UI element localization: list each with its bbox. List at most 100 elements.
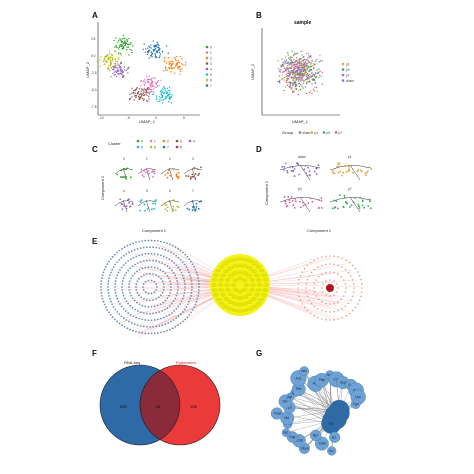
a-point [117, 69, 119, 71]
a-point [168, 66, 170, 69]
a-point [113, 65, 116, 67]
b-point [295, 73, 297, 76]
b-point [304, 58, 306, 61]
a-point [173, 72, 176, 74]
e-left-node [174, 246, 177, 249]
b-point [298, 76, 300, 78]
e-left-node [197, 294, 199, 297]
d-point [343, 194, 346, 197]
e-left-node [147, 292, 150, 295]
e-left-node [107, 289, 110, 291]
e-left-node [149, 326, 151, 328]
e-right-node [337, 318, 340, 320]
b-point [287, 81, 289, 84]
c-point [193, 167, 196, 169]
a-legend-label: 4 [210, 68, 212, 72]
c-point [172, 205, 175, 208]
a-legend-label: 5 [210, 73, 212, 77]
e-left-node [177, 315, 180, 318]
e-left-node [183, 292, 186, 294]
e-left-node [125, 253, 128, 255]
e-right-node [340, 298, 343, 301]
e-left-node [121, 289, 124, 291]
b-point [281, 78, 283, 80]
b-point [311, 73, 313, 75]
c-point [153, 172, 156, 175]
cluster-legend-label: 5 [141, 145, 143, 149]
b-point [279, 79, 281, 82]
e-left-node [161, 280, 164, 283]
a-point [150, 91, 152, 93]
e-right-node [351, 278, 354, 281]
d-point [339, 170, 342, 173]
e-right-node [310, 302, 313, 305]
d-point [318, 199, 321, 202]
c-point [175, 174, 178, 177]
a-point [137, 92, 139, 95]
e-mid-node [262, 288, 269, 292]
a-point [168, 62, 171, 65]
e-left-node [144, 253, 147, 255]
e-left-node [107, 283, 110, 285]
b-point [294, 53, 296, 56]
b-point [307, 77, 310, 79]
e-left-node [102, 300, 105, 303]
e-right-node [337, 256, 340, 258]
e-mid-node [247, 259, 253, 263]
a-point [124, 42, 126, 45]
a-point [182, 64, 184, 66]
a-point [167, 94, 169, 97]
d-point [291, 199, 294, 202]
b-point [307, 53, 309, 55]
e-left-node [114, 292, 117, 294]
b-point [297, 69, 300, 71]
a-point [161, 50, 164, 53]
venn-left-count: 652 [120, 404, 127, 409]
b-point [288, 75, 290, 77]
b-point [287, 51, 289, 54]
e-mid-node [217, 283, 224, 287]
b-point [305, 92, 307, 94]
e-left-node [153, 280, 156, 283]
b-point [299, 84, 302, 86]
e-left-node [114, 286, 116, 288]
e-left-node [159, 303, 162, 306]
a-point [135, 87, 138, 90]
e-left-node [170, 251, 172, 254]
group-legend-swatch [334, 131, 338, 134]
a-point [161, 99, 163, 102]
e-left-node [122, 317, 125, 320]
a-point [146, 50, 149, 53]
e-left-node [141, 318, 144, 321]
a-point [165, 45, 168, 47]
e-mid-node [232, 271, 238, 275]
e-mid-node [237, 309, 243, 313]
e-right-node [347, 271, 350, 274]
d-point [303, 168, 306, 171]
e-left-node [170, 286, 172, 288]
e-right-node [348, 312, 351, 315]
e-left-node [128, 283, 131, 285]
a-point [134, 92, 136, 95]
a-point [164, 95, 167, 98]
e-left-node [185, 306, 188, 308]
a-point [132, 89, 135, 92]
e-mid-node [213, 293, 219, 297]
a-point [106, 54, 108, 57]
b-legend-label: sham [346, 79, 354, 83]
e-left-node [106, 308, 109, 311]
e-left-node [177, 286, 179, 288]
e-left-node [138, 317, 141, 320]
g-node-label: Psad [274, 412, 281, 416]
b-point [305, 71, 307, 74]
b-point [291, 56, 293, 59]
e-left-node [175, 317, 178, 320]
b-point [278, 82, 281, 84]
e-right-node [341, 316, 344, 319]
a-point [143, 84, 146, 86]
e-left-node [130, 322, 133, 324]
b-point [319, 75, 321, 77]
g-node-label: Mrps [301, 446, 308, 450]
e-left-node [100, 286, 102, 288]
